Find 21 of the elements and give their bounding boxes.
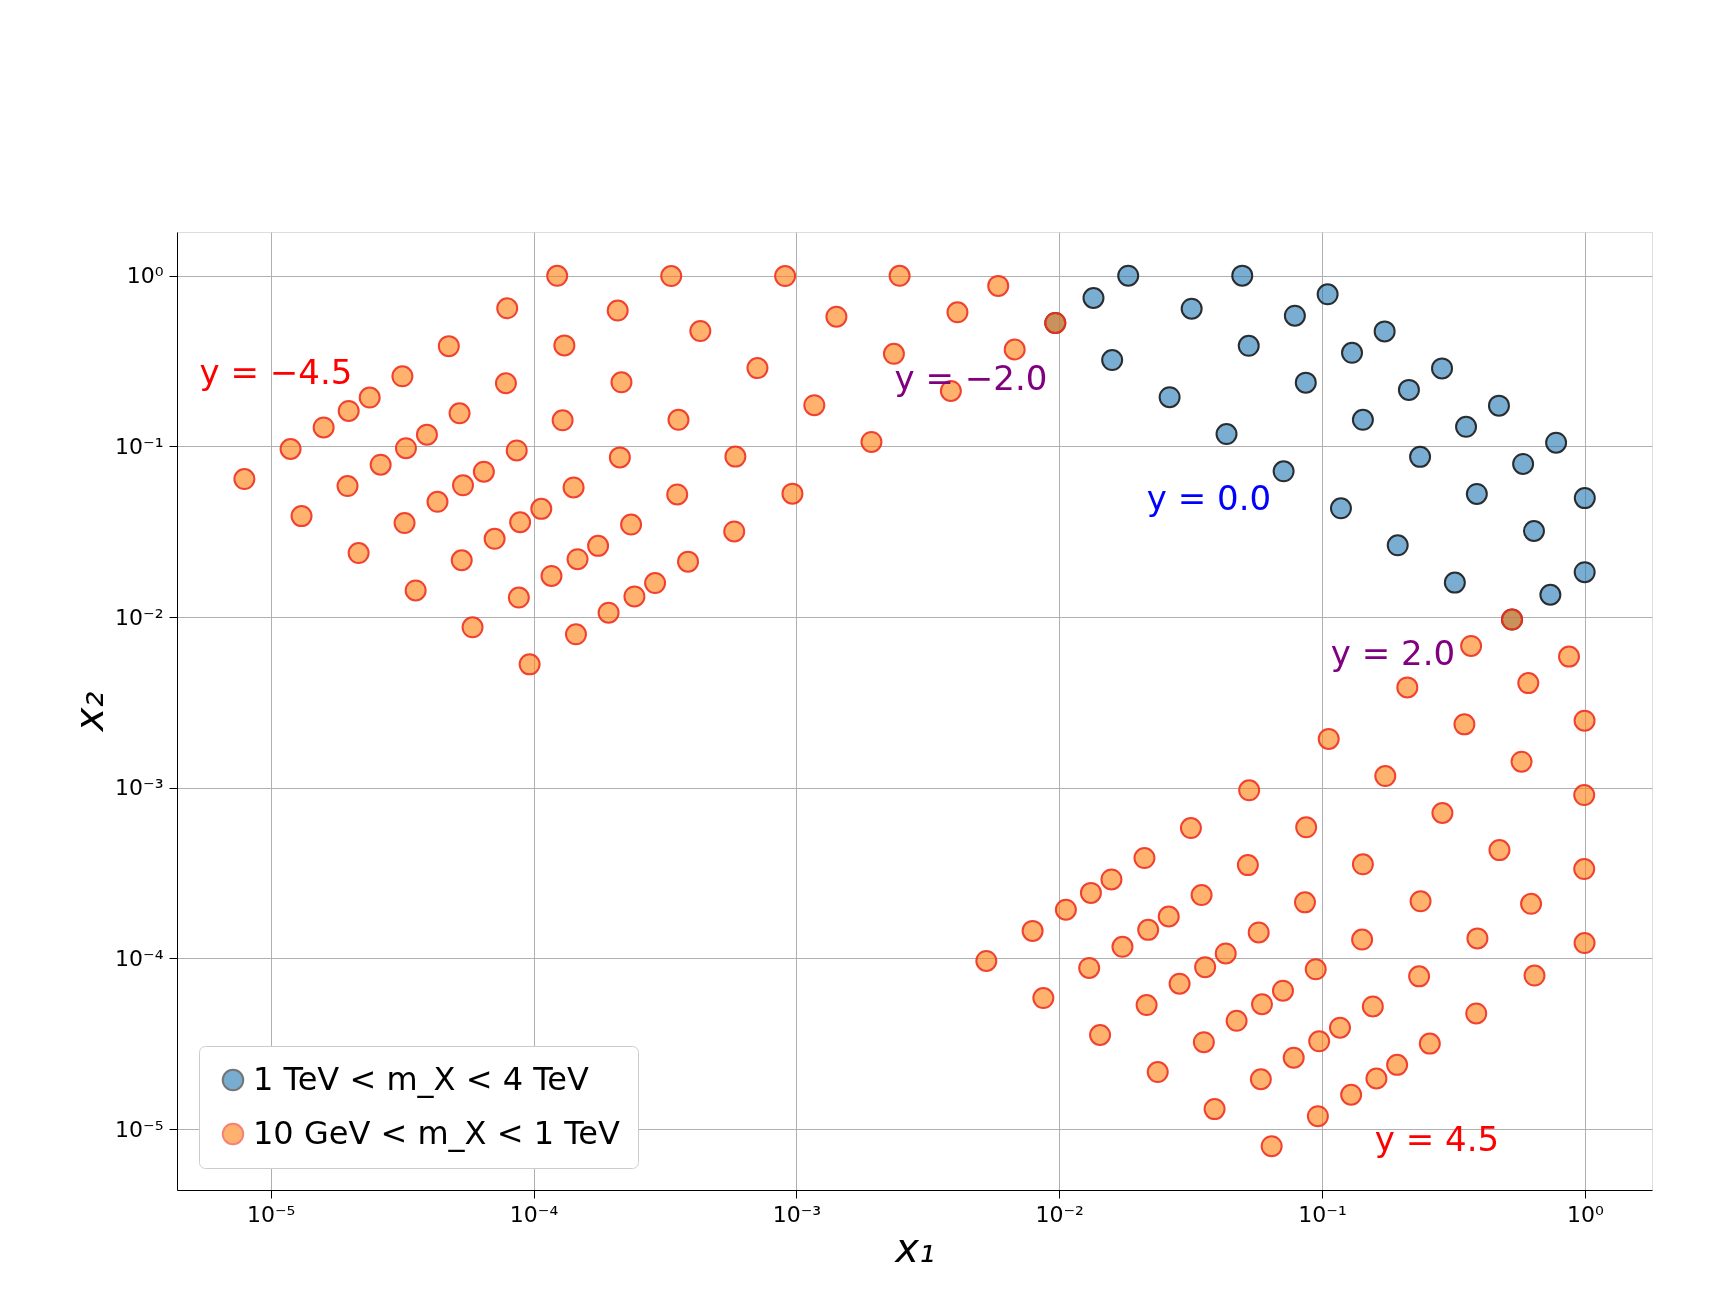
y-tick-label: 10⁻² <box>115 604 164 630</box>
x-tick-label: 10⁻¹ <box>1298 1201 1347 1227</box>
y-tick-label: 10⁻⁴ <box>115 945 164 971</box>
annotation: y = 2.0 <box>1330 633 1456 673</box>
x-tick-label: 10⁻³ <box>772 1201 822 1227</box>
y-axis-title: x₂ <box>66 691 113 734</box>
x-tick-label: 10⁻⁵ <box>247 1201 296 1227</box>
annotation: y = 0.0 <box>1146 478 1272 518</box>
legend-label: 1 TeV < m_X < 4 TeV <box>253 1060 589 1098</box>
y-tick-label: 10⁻⁵ <box>115 1116 164 1142</box>
x-axis-title: x₁ <box>893 1224 935 1271</box>
x-tick-label: 10⁻⁴ <box>509 1201 559 1227</box>
y-tick-label: 10⁻³ <box>115 775 164 801</box>
legend-label: 10 GeV < m_X < 1 TeV <box>253 1114 620 1152</box>
annotation: y = −4.5 <box>199 352 353 392</box>
annotation: y = 4.5 <box>1374 1119 1500 1159</box>
x-tick-label: 10⁻² <box>1035 1201 1084 1227</box>
annotation: y = −2.0 <box>894 358 1048 398</box>
x-tick-label: 10⁰ <box>1566 1201 1604 1227</box>
y-tick-label: 10⁰ <box>126 263 164 289</box>
y-tick-label: 10⁻¹ <box>115 433 164 459</box>
